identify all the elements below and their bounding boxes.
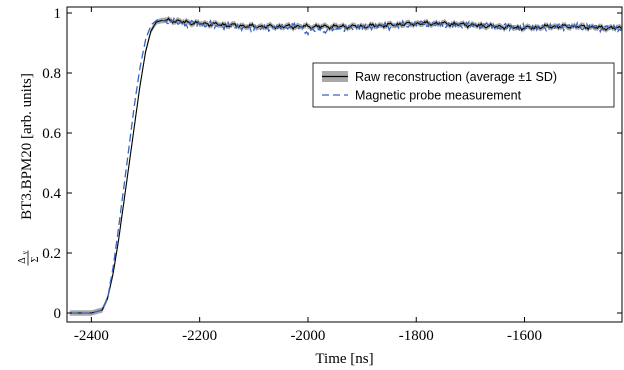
raw-reconstruction-line bbox=[69, 17, 622, 314]
y-tick-label: 0.4 bbox=[42, 186, 61, 202]
legend-label-magnetic-probe: Magnetic probe measurement bbox=[355, 89, 522, 103]
y-tick-label: 0.2 bbox=[42, 246, 61, 262]
y-axis-label-main: BT3.BPM20 [arb. units] bbox=[19, 73, 35, 220]
y-axis-label-frac-num: Δ bbox=[17, 257, 28, 264]
legend: Raw reconstruction (average ±1 SD) Magnet… bbox=[312, 62, 615, 108]
legend-box bbox=[312, 62, 615, 108]
raw-reconstruction-sd-band bbox=[69, 15, 622, 316]
y-axis-label: BT3.BPM20 [arb. units] ΔyΣ bbox=[17, 73, 41, 266]
x-tick-label: -2000 bbox=[290, 328, 325, 344]
x-tick-label: -1800 bbox=[399, 328, 434, 344]
y-tick-label: 0.6 bbox=[42, 126, 61, 142]
y-axis-label-frac-den: Σ bbox=[30, 256, 41, 262]
axes: -2400 -2200 -2000 -1800 -1600 0 0.2 0.4 0.6 0.8 1 bbox=[42, 6, 623, 344]
y-tick-label: 1 bbox=[54, 6, 62, 22]
x-tick-label: -2200 bbox=[182, 328, 217, 344]
x-tick-label: -1600 bbox=[507, 328, 542, 344]
y-tick-label: 0.8 bbox=[42, 66, 61, 82]
axes-frame bbox=[66, 6, 623, 323]
legend-label-raw-reconstruction: Raw reconstruction (average ±1 SD) bbox=[355, 70, 557, 84]
x-axis-label: Time [ns] bbox=[315, 351, 373, 367]
axis-labels: Time [ns] BT3.BPM20 [arb. units] ΔyΣ bbox=[17, 73, 374, 367]
y-axis-label-frac-sub: y bbox=[21, 251, 29, 255]
series-group bbox=[69, 15, 622, 316]
plot-area bbox=[69, 15, 622, 316]
y-tick-label: 0 bbox=[54, 306, 62, 322]
x-tick-label: -2400 bbox=[74, 328, 109, 344]
magnetic-probe-line bbox=[69, 16, 622, 314]
